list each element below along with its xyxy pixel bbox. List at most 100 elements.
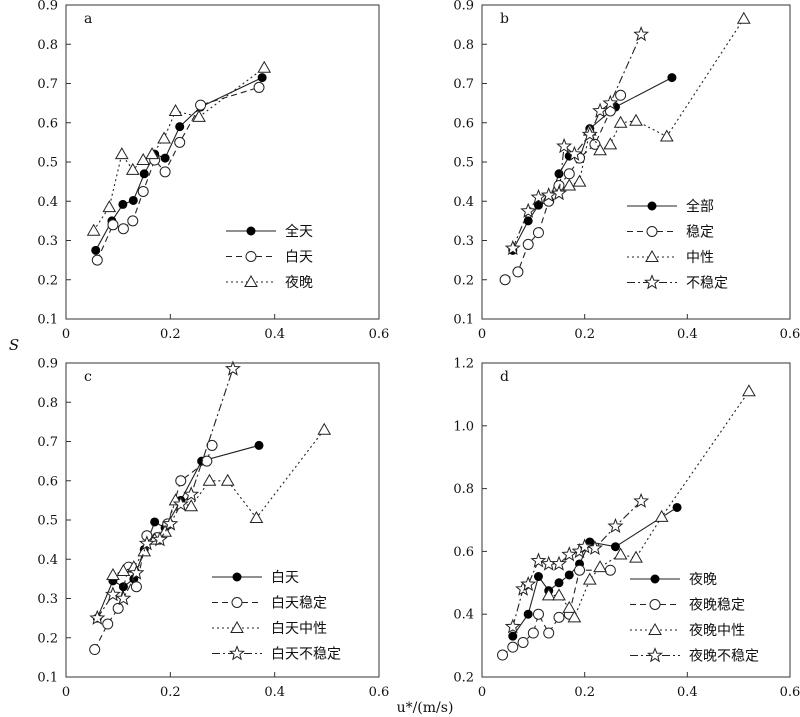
series-3	[106, 422, 332, 580]
data-point	[249, 511, 264, 524]
data-point	[160, 153, 170, 163]
data-point	[561, 546, 578, 562]
data-point	[550, 555, 568, 571]
data-point	[127, 215, 139, 227]
x-tick-label: 0	[478, 327, 486, 342]
data-point	[554, 578, 564, 588]
data-point	[543, 627, 555, 639]
legend-label: 夜晚不稳定	[689, 649, 759, 665]
y-tick-label: 0.1	[37, 671, 58, 686]
data-point	[602, 94, 619, 110]
series-3	[562, 11, 751, 191]
x-tick-label: 0	[62, 685, 70, 700]
data-point	[192, 109, 206, 122]
y-tick-label: 1.2	[453, 357, 474, 372]
data-point	[541, 588, 556, 601]
data-point	[533, 200, 543, 210]
legend-marker	[232, 572, 242, 582]
series-line	[502, 569, 611, 656]
panel-label: a	[84, 11, 92, 27]
legend-marker	[246, 226, 256, 236]
data-point	[532, 608, 544, 620]
data-point	[206, 439, 218, 451]
x-tick-label: 0.2	[160, 685, 181, 700]
data-point	[89, 609, 106, 625]
x-tick-label: 0.6	[780, 685, 800, 700]
data-point	[159, 166, 171, 178]
data-point	[183, 486, 200, 502]
data-point	[593, 560, 607, 573]
data-point	[564, 570, 574, 580]
x-tick-label: 0.4	[264, 327, 285, 342]
legend-marker	[244, 274, 258, 287]
y-tick-label: 0.5	[37, 514, 58, 529]
y-tick-label: 0.9	[453, 0, 474, 14]
series-line	[512, 506, 678, 637]
data-point	[507, 641, 519, 653]
data-point	[89, 644, 101, 656]
data-point	[523, 216, 533, 226]
data-point	[504, 618, 521, 634]
data-point	[86, 223, 101, 236]
data-point	[604, 564, 616, 576]
data-point	[527, 627, 539, 639]
series-line	[96, 86, 260, 261]
data-point	[736, 11, 751, 24]
data-point	[654, 509, 669, 522]
legend-marker	[228, 645, 246, 661]
data-point	[175, 122, 185, 132]
plot-frame	[481, 4, 791, 320]
data-point	[615, 89, 627, 101]
data-point	[576, 538, 593, 554]
data-point	[112, 602, 124, 614]
data-point	[742, 384, 756, 397]
data-point	[224, 360, 241, 376]
x-tick-label: 0.6	[369, 327, 390, 342]
legend-label: 白天稳定	[271, 596, 327, 612]
y-tick-label: 0.3	[453, 234, 474, 249]
x-tick-label: 0.6	[780, 327, 800, 342]
data-point	[106, 567, 120, 580]
panel-label: d	[500, 369, 509, 385]
data-point	[603, 137, 618, 150]
data-point	[137, 185, 149, 197]
data-point	[253, 81, 265, 93]
panel-c: c 0.1 0.2 0.3 0.4 0.5 0.6 0.7 0.8 0.9 0 0.2 0.4 0.6 白天…	[37, 357, 389, 701]
data-point	[136, 153, 151, 166]
data-point	[522, 238, 534, 250]
y-tick-label: 0.8	[37, 396, 58, 411]
y-tick-label: 0.1	[37, 313, 58, 328]
data-point	[257, 73, 267, 83]
legend-marker	[648, 622, 662, 635]
series-line	[95, 77, 263, 251]
series-2	[499, 89, 627, 286]
data-point	[593, 143, 607, 156]
legend-label: 夜晚	[285, 275, 313, 291]
data-point	[532, 227, 544, 239]
x-tick-label: 0.2	[160, 327, 181, 342]
data-point	[91, 254, 103, 266]
series-2	[89, 439, 218, 656]
y-tick-label: 0.6	[453, 545, 474, 560]
y-tick-label: 0.5	[37, 156, 58, 171]
legend-label: 稳定	[686, 225, 714, 241]
data-point	[581, 126, 598, 142]
data-point	[667, 73, 677, 83]
data-point	[497, 649, 509, 661]
x-tick-label: 0	[62, 327, 70, 342]
data-point	[150, 517, 160, 527]
y-tick-label: 0.4	[453, 195, 474, 210]
x-tick-label: 0	[478, 685, 486, 700]
y-tick-label: 0.7	[37, 435, 58, 450]
data-point	[530, 188, 547, 205]
legend-marker	[245, 251, 257, 262]
data-point	[613, 547, 628, 560]
data-point	[118, 199, 128, 209]
y-tick-label: 0.9	[37, 0, 58, 14]
legend-marker	[645, 249, 659, 262]
data-point	[586, 539, 603, 556]
data-point	[566, 145, 583, 161]
